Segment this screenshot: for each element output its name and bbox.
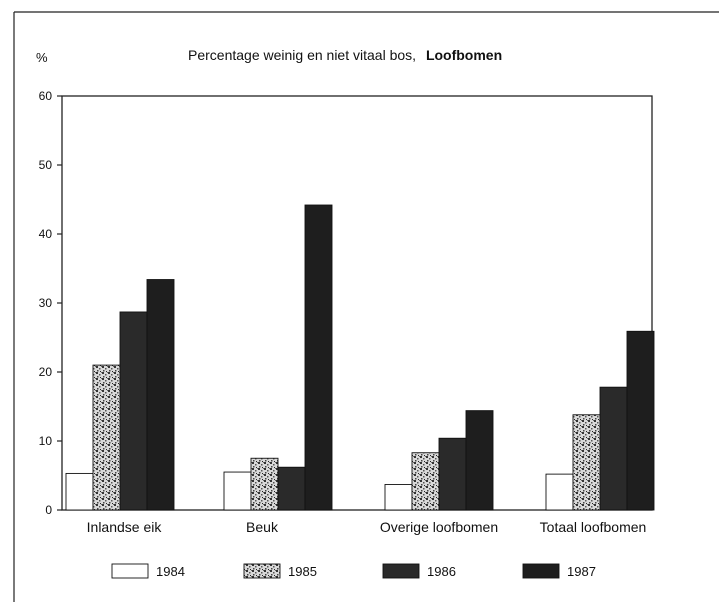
legend-item: 1984 xyxy=(111,563,185,579)
bar-1984 xyxy=(223,471,252,511)
bar-1985 xyxy=(411,452,440,511)
bar-1987 xyxy=(626,330,655,511)
y-axis-unit-label: % xyxy=(36,50,48,65)
y-tick-label: 60 xyxy=(39,89,53,103)
bar-group xyxy=(384,410,494,511)
bar-group xyxy=(65,279,175,511)
y-tick-label: 0 xyxy=(45,503,52,517)
bar-1986 xyxy=(438,437,467,511)
legend-label: 1986 xyxy=(427,564,456,579)
legend-item: 1986 xyxy=(382,563,456,579)
category-label: Overige loofbomen xyxy=(380,519,498,535)
bar-1986 xyxy=(599,386,628,511)
y-tick-label: 50 xyxy=(39,158,53,172)
chart-title-regular: Percentage weinig en niet vitaal bos, xyxy=(188,47,416,63)
bar-group xyxy=(545,330,655,511)
bar-1986 xyxy=(277,466,306,511)
bar-1986 xyxy=(119,311,148,511)
legend-swatch xyxy=(382,563,420,579)
legend-item: 1987 xyxy=(522,563,596,579)
category-label: Beuk xyxy=(246,519,279,535)
legend-swatch xyxy=(522,563,560,579)
bar-1987 xyxy=(304,204,333,511)
category-axis: Inlandse eik Beuk Overige loofbomen Totaal … xyxy=(87,519,647,535)
legend: 1984 1985 1986 1987 xyxy=(111,563,596,579)
category-label: Inlandse eik xyxy=(87,519,163,535)
y-tick-label: 10 xyxy=(39,434,53,448)
y-tick-label: 40 xyxy=(39,227,53,241)
bar-1985 xyxy=(92,364,121,511)
category-label: Totaal loofbomen xyxy=(540,519,647,535)
legend-swatch xyxy=(243,563,281,579)
bar-1987 xyxy=(465,410,494,511)
legend-label: 1985 xyxy=(288,564,317,579)
bar-1984 xyxy=(384,484,413,511)
chart-title-bold: Loofbomen xyxy=(426,47,502,63)
bar-1985 xyxy=(572,414,601,511)
bar-1984 xyxy=(545,473,574,511)
y-axis: 0 10 20 30 40 50 60 xyxy=(39,89,62,517)
y-tick-label: 20 xyxy=(39,365,53,379)
bar-series-group xyxy=(65,204,655,511)
legend-swatch xyxy=(111,563,149,579)
bar-1985 xyxy=(250,457,279,511)
legend-label: 1984 xyxy=(156,564,185,579)
y-tick-label: 30 xyxy=(39,296,53,310)
chart-title: Percentage weinig en niet vitaal bos, Lo… xyxy=(188,47,502,63)
bar-1984 xyxy=(65,472,94,511)
bar-1987 xyxy=(146,279,175,511)
bar-group xyxy=(223,204,333,511)
legend-item: 1985 xyxy=(243,563,317,579)
legend-label: 1987 xyxy=(567,564,596,579)
